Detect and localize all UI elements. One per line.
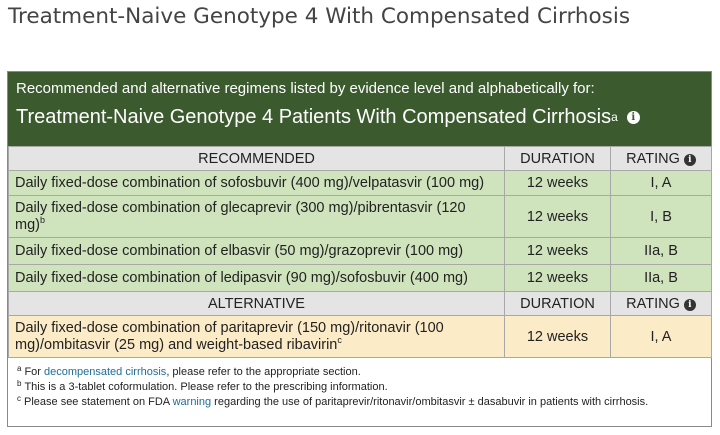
duration-cell: 12 weeks xyxy=(504,315,611,358)
table-row: Daily fixed-dose combination of sofosbuv… xyxy=(8,170,712,196)
page-title: Treatment-Naive Genotype 4 With Compensa… xyxy=(8,4,631,29)
regimen-cell: Daily fixed-dose combination of paritapr… xyxy=(8,315,505,358)
footnote-a: a For decompensated cirrhosis, please ref… xyxy=(17,364,361,379)
recommended-header-row: RECOMMENDED DURATION RATING i xyxy=(8,146,712,171)
alternative-header-row: ALTERNATIVE DURATION RATING i xyxy=(8,291,712,316)
panel-heading-text: Treatment-Naive Genotype 4 Patients With… xyxy=(16,106,612,128)
duration-cell: 12 weeks xyxy=(504,264,611,292)
rating-cell: IIa, B xyxy=(610,264,712,292)
footnote-mark: b xyxy=(39,214,45,225)
regimen-cell: Daily fixed-dose combination of sofosbuv… xyxy=(8,170,505,196)
footnote-b: b This is a 3-tablet coformulation. Pleas… xyxy=(17,379,388,394)
regimen-cell: Daily fixed-dose combination of ledipasv… xyxy=(8,264,505,292)
rating-cell: I, A xyxy=(610,315,712,358)
regimen-table: RECOMMENDED DURATION RATING i Daily fixed… xyxy=(8,146,712,358)
regimen-cell: Daily fixed-dose combination of elbasvir… xyxy=(8,237,505,265)
duration-header: DURATION xyxy=(504,146,611,171)
panel-heading: Treatment-Naive Genotype 4 Patients With… xyxy=(16,105,711,129)
decompensated-cirrhosis-link[interactable]: decompensated cirrhosis xyxy=(44,366,167,378)
panel-subtitle: Recommended and alternative regimens lis… xyxy=(16,80,595,97)
table-row: Daily fixed-dose combination of ledipasv… xyxy=(8,264,712,292)
rating-info-icon[interactable]: i xyxy=(683,153,696,166)
footnote-mark: c xyxy=(337,334,342,345)
rating-cell: I, A xyxy=(610,170,712,196)
panel-header: Recommended and alternative regimens lis… xyxy=(8,72,711,146)
table-row: Daily fixed-dose combination of paritapr… xyxy=(8,315,712,358)
fda-warning-link[interactable]: warning xyxy=(172,396,212,408)
alternative-header: ALTERNATIVE xyxy=(8,291,505,316)
table-row: Daily fixed-dose combination of elbasvir… xyxy=(8,237,712,265)
duration-header: DURATION xyxy=(504,291,611,316)
recommended-header: RECOMMENDED xyxy=(8,146,505,171)
regimen-cell: Daily fixed-dose combination of glecapre… xyxy=(8,195,505,238)
rating-header: RATING i xyxy=(610,291,712,316)
regimen-panel: Recommended and alternative regimens lis… xyxy=(7,71,712,427)
rating-header: RATING i xyxy=(610,146,712,171)
rating-info-icon[interactable]: i xyxy=(683,298,696,311)
table-row: Daily fixed-dose combination of glecapre… xyxy=(8,195,712,238)
rating-cell: I, B xyxy=(610,195,712,238)
footnote-c: c Please see statement on FDA warning reg… xyxy=(17,394,649,409)
info-icon[interactable]: i xyxy=(626,110,640,124)
footnotes: a For decompensated cirrhosis, please ref… xyxy=(8,358,711,410)
rating-cell: IIa, B xyxy=(610,237,712,265)
duration-cell: 12 weeks xyxy=(504,195,611,238)
duration-cell: 12 weeks xyxy=(504,237,611,265)
duration-cell: 12 weeks xyxy=(504,170,611,196)
